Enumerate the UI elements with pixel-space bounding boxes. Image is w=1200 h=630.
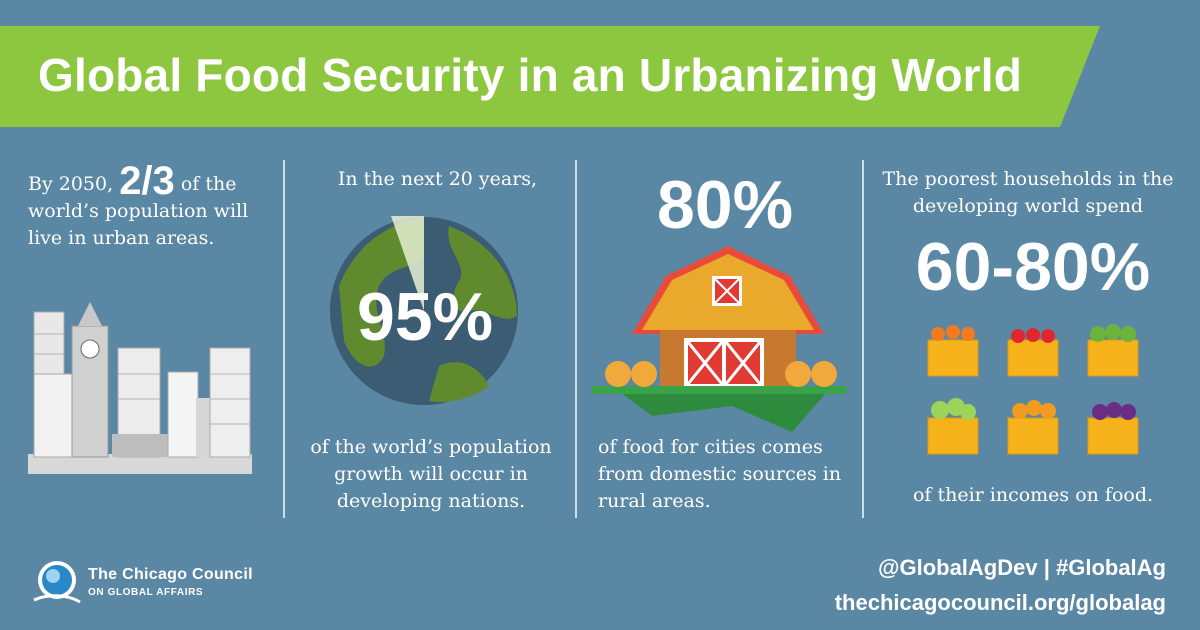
website-link[interactable]: thechicagocouncil.org/globalag — [834, 590, 1166, 615]
logo-name: The Chicago Council — [88, 566, 253, 583]
rural-food-detail: of food for cities comes from domestic s… — [598, 436, 842, 512]
banner-shape — [0, 26, 1100, 127]
growth-detail: of the world’s population growth will oc… — [310, 436, 552, 512]
fact-suffix: of the world’s population will live in u… — [28, 173, 249, 249]
barn-icon — [592, 246, 846, 432]
city-skyline-icon — [28, 302, 252, 474]
income-detail: of their incomes on food. — [912, 484, 1154, 506]
social-handles[interactable]: @GlobalAgDev | #GlobalAg — [878, 555, 1166, 580]
column-divider — [283, 160, 285, 518]
rural-food-stat: 80% — [656, 167, 794, 243]
urban-population-fact: By 2050, 2/3 of the world’s population w… — [28, 161, 268, 252]
income-intro: The poorest households in the developing… — [882, 168, 1174, 217]
growth-intro: In the next 20 years, — [337, 168, 538, 190]
title-banner: Global Food Security in an Urbanizing Wo… — [0, 26, 1200, 127]
growth-stat: 95% — [356, 279, 494, 355]
column-divider — [862, 160, 864, 518]
chicago-council-logo-icon — [33, 561, 81, 604]
globe-icon — [330, 216, 518, 405]
page-title: Global Food Security in an Urbanizing Wo… — [38, 49, 1023, 101]
fact-stat: 2/3 — [119, 159, 175, 203]
fact-prefix: By 2050, — [28, 173, 114, 195]
produce-crates-icon — [927, 324, 1139, 455]
logo-subtitle: ON GLOBAL AFFAIRS — [88, 587, 204, 598]
column-divider — [575, 160, 577, 518]
income-stat: 60-80% — [915, 229, 1151, 305]
